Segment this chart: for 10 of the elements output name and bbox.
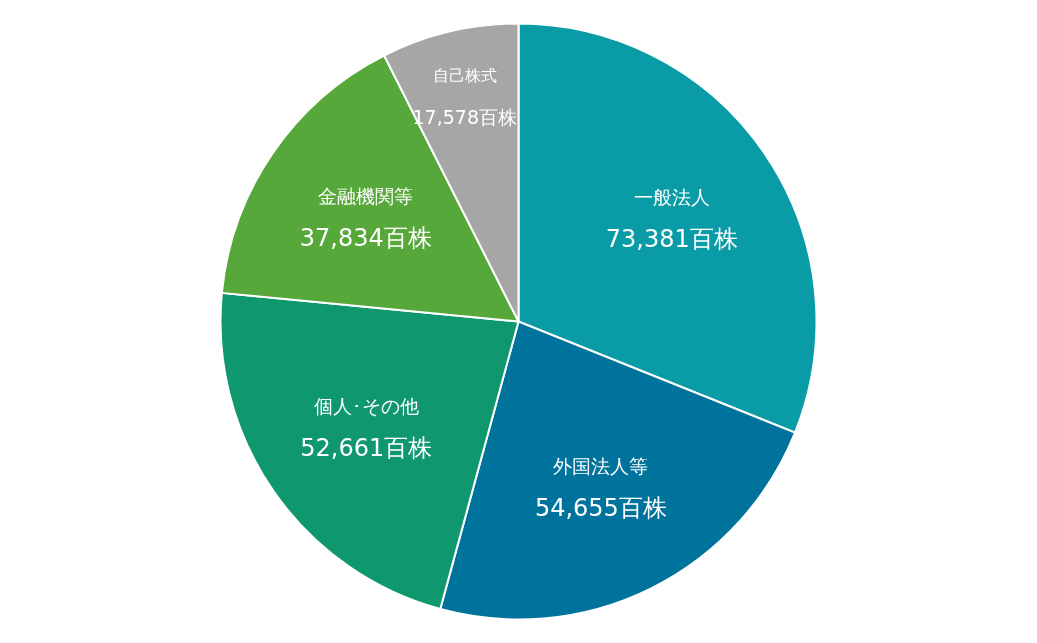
data-label: 17,578百株 <box>412 105 517 128</box>
data-label: 52,661百株 <box>300 433 433 462</box>
slice-label: 外国法人等 <box>553 455 649 478</box>
data-label: 54,655百株 <box>534 494 667 523</box>
slice-label: 自己株式 <box>432 65 497 85</box>
data-label: 37,834百株 <box>299 224 432 253</box>
slice-label: 一般法人 <box>633 185 710 208</box>
slice-label: 金融機関等 <box>318 185 414 208</box>
slice-label: 個人･その他 <box>313 394 419 417</box>
data-label: 73,381百株 <box>605 224 738 253</box>
